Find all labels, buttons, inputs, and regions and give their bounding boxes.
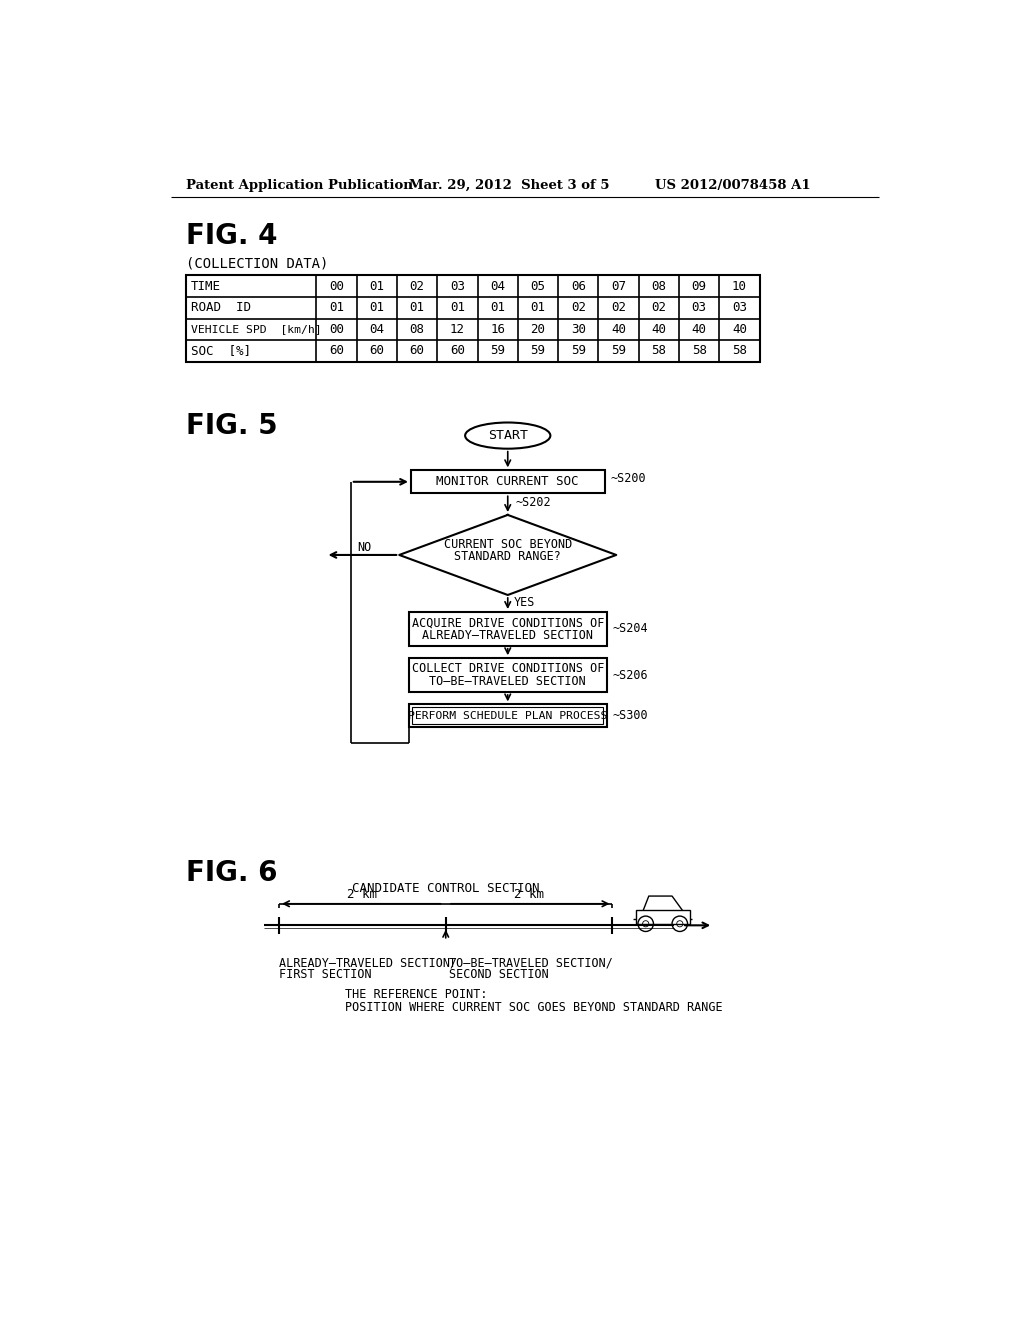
Text: 10: 10 [732, 280, 746, 293]
Text: 08: 08 [410, 323, 425, 335]
Text: TIME: TIME [190, 280, 221, 293]
Bar [412, 708, 603, 725]
Text: 01: 01 [410, 301, 425, 314]
Text: YES: YES [514, 597, 536, 610]
Text: 03: 03 [450, 280, 465, 293]
Text: 01: 01 [450, 301, 465, 314]
Text: 60: 60 [450, 345, 465, 358]
Text: SECOND SECTION: SECOND SECTION [449, 969, 549, 982]
Text: ACQUIRE DRIVE CONDITIONS OF: ACQUIRE DRIVE CONDITIONS OF [412, 616, 604, 630]
Text: 07: 07 [611, 280, 626, 293]
Text: 01: 01 [370, 280, 384, 293]
Text: 02: 02 [651, 301, 667, 314]
Text: PERFORM SCHEDULE PLAN PROCESS: PERFORM SCHEDULE PLAN PROCESS [408, 711, 607, 721]
Text: 60: 60 [370, 345, 384, 358]
Text: ~S202: ~S202 [515, 496, 551, 510]
Text: 30: 30 [570, 323, 586, 335]
Text: TO–BE–TRAVELED SECTION: TO–BE–TRAVELED SECTION [429, 675, 586, 688]
Text: ~S200: ~S200 [611, 473, 646, 486]
Bar [636, 909, 690, 924]
Text: ALREADY–TRAVELED SECTION/: ALREADY–TRAVELED SECTION/ [280, 956, 458, 969]
Text: 01: 01 [329, 301, 344, 314]
Bar [411, 470, 604, 494]
Text: ROAD  ID: ROAD ID [190, 301, 251, 314]
Text: CURRENT SOC BEYOND: CURRENT SOC BEYOND [443, 537, 571, 550]
Text: 40: 40 [691, 323, 707, 335]
Text: CANDIDATE CONTROL SECTION: CANDIDATE CONTROL SECTION [352, 882, 540, 895]
Text: 59: 59 [490, 345, 505, 358]
Text: 59: 59 [611, 345, 626, 358]
Text: POSITION WHERE CURRENT SOC GOES BEYOND STANDARD RANGE: POSITION WHERE CURRENT SOC GOES BEYOND S… [345, 1001, 723, 1014]
Text: 40: 40 [611, 323, 626, 335]
Text: 00: 00 [329, 280, 344, 293]
Text: 60: 60 [410, 345, 425, 358]
Bar [409, 612, 606, 645]
Text: NO: NO [357, 541, 372, 554]
Text: VEHICLE SPD  [km/h]: VEHICLE SPD [km/h] [190, 325, 322, 334]
Text: 40: 40 [732, 323, 746, 335]
Text: 59: 59 [530, 345, 546, 358]
Bar [409, 705, 606, 727]
Text: 2 km: 2 km [514, 887, 544, 900]
Text: MONITOR CURRENT SOC: MONITOR CURRENT SOC [436, 475, 579, 488]
Text: FIG. 6: FIG. 6 [186, 859, 278, 887]
Text: ~S204: ~S204 [612, 622, 648, 635]
Text: US 2012/0078458 A1: US 2012/0078458 A1 [655, 178, 811, 191]
Text: COLLECT DRIVE CONDITIONS OF: COLLECT DRIVE CONDITIONS OF [412, 663, 604, 676]
Text: STANDARD RANGE?: STANDARD RANGE? [455, 550, 561, 564]
Text: 59: 59 [570, 345, 586, 358]
Text: 58: 58 [651, 345, 667, 358]
Text: ALREADY–TRAVELED SECTION: ALREADY–TRAVELED SECTION [422, 628, 593, 642]
Text: 20: 20 [530, 323, 546, 335]
Text: FIG. 4: FIG. 4 [186, 222, 278, 249]
Bar [409, 659, 606, 692]
Text: Patent Application Publication: Patent Application Publication [186, 178, 413, 191]
Text: 05: 05 [530, 280, 546, 293]
Text: 03: 03 [732, 301, 746, 314]
Text: FIG. 5: FIG. 5 [186, 412, 278, 441]
Text: 60: 60 [329, 345, 344, 358]
Text: 04: 04 [370, 323, 384, 335]
Text: 2 km: 2 km [347, 887, 378, 900]
Text: 01: 01 [530, 301, 546, 314]
Text: 40: 40 [651, 323, 667, 335]
Text: 01: 01 [370, 301, 384, 314]
Text: Mar. 29, 2012  Sheet 3 of 5: Mar. 29, 2012 Sheet 3 of 5 [409, 178, 609, 191]
Text: 58: 58 [732, 345, 746, 358]
Text: 16: 16 [490, 323, 505, 335]
Text: 06: 06 [570, 280, 586, 293]
Text: 03: 03 [691, 301, 707, 314]
Text: 02: 02 [410, 280, 425, 293]
Text: 12: 12 [450, 323, 465, 335]
Text: 08: 08 [651, 280, 667, 293]
Text: 00: 00 [329, 323, 344, 335]
Text: SOC  [%]: SOC [%] [190, 345, 251, 358]
Text: 04: 04 [490, 280, 505, 293]
Text: ~S206: ~S206 [612, 668, 648, 681]
Text: 58: 58 [691, 345, 707, 358]
Text: (COLLECTION DATA): (COLLECTION DATA) [186, 257, 329, 271]
Text: START: START [487, 429, 527, 442]
Text: ~S300: ~S300 [612, 709, 648, 722]
Text: TO–BE–TRAVELED SECTION/: TO–BE–TRAVELED SECTION/ [449, 956, 612, 969]
Text: 09: 09 [691, 280, 707, 293]
Bar [186, 276, 760, 362]
Text: 02: 02 [611, 301, 626, 314]
Text: 01: 01 [490, 301, 505, 314]
Text: 02: 02 [570, 301, 586, 314]
Text: THE REFERENCE POINT:: THE REFERENCE POINT: [345, 989, 487, 1002]
Text: FIRST SECTION: FIRST SECTION [280, 969, 372, 982]
